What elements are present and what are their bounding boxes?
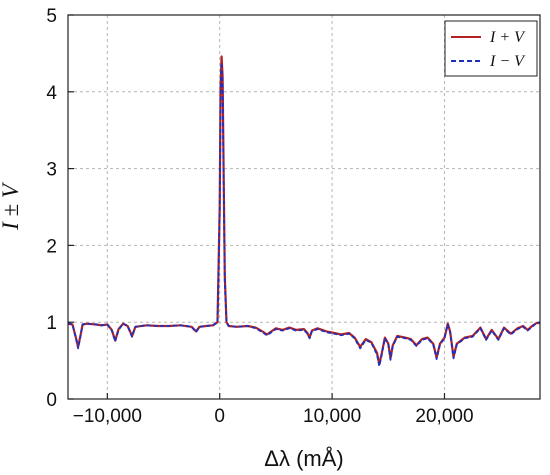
x-tick-label: −10,000 (73, 406, 142, 427)
series-group (67, 55, 541, 367)
y-axis-label: I ± V (0, 181, 23, 231)
legend-label-i-minus-v: I − V (489, 53, 526, 70)
x-axis-label: Δλ (mÅ) (264, 446, 343, 471)
y-tick-label: 2 (46, 236, 57, 257)
y-tick-labels: 0 1 2 3 4 5 (46, 6, 57, 411)
series-line-i-plus-v (67, 55, 540, 366)
legend-label-i-plus-v: I + V (489, 29, 526, 46)
x-tick-label: 10,000 (303, 406, 361, 427)
y-tick-label: 1 (46, 313, 57, 334)
tick-marks (68, 14, 446, 400)
x-tick-label: 20,000 (415, 406, 473, 427)
legend-box (444, 20, 538, 77)
series-line-i-minus-v (67, 61, 541, 367)
y-tick-label: 0 (46, 390, 57, 411)
y-tick-label: 3 (46, 160, 57, 181)
plot-frame (67, 14, 541, 400)
x-tick-label: 0 (214, 406, 225, 427)
legend: I + V I − V (444, 20, 538, 77)
x-tick-labels: −10,000 0 10,000 20,000 (73, 406, 474, 427)
y-tick-label: 5 (46, 6, 57, 27)
y-tick-label: 4 (46, 83, 57, 104)
